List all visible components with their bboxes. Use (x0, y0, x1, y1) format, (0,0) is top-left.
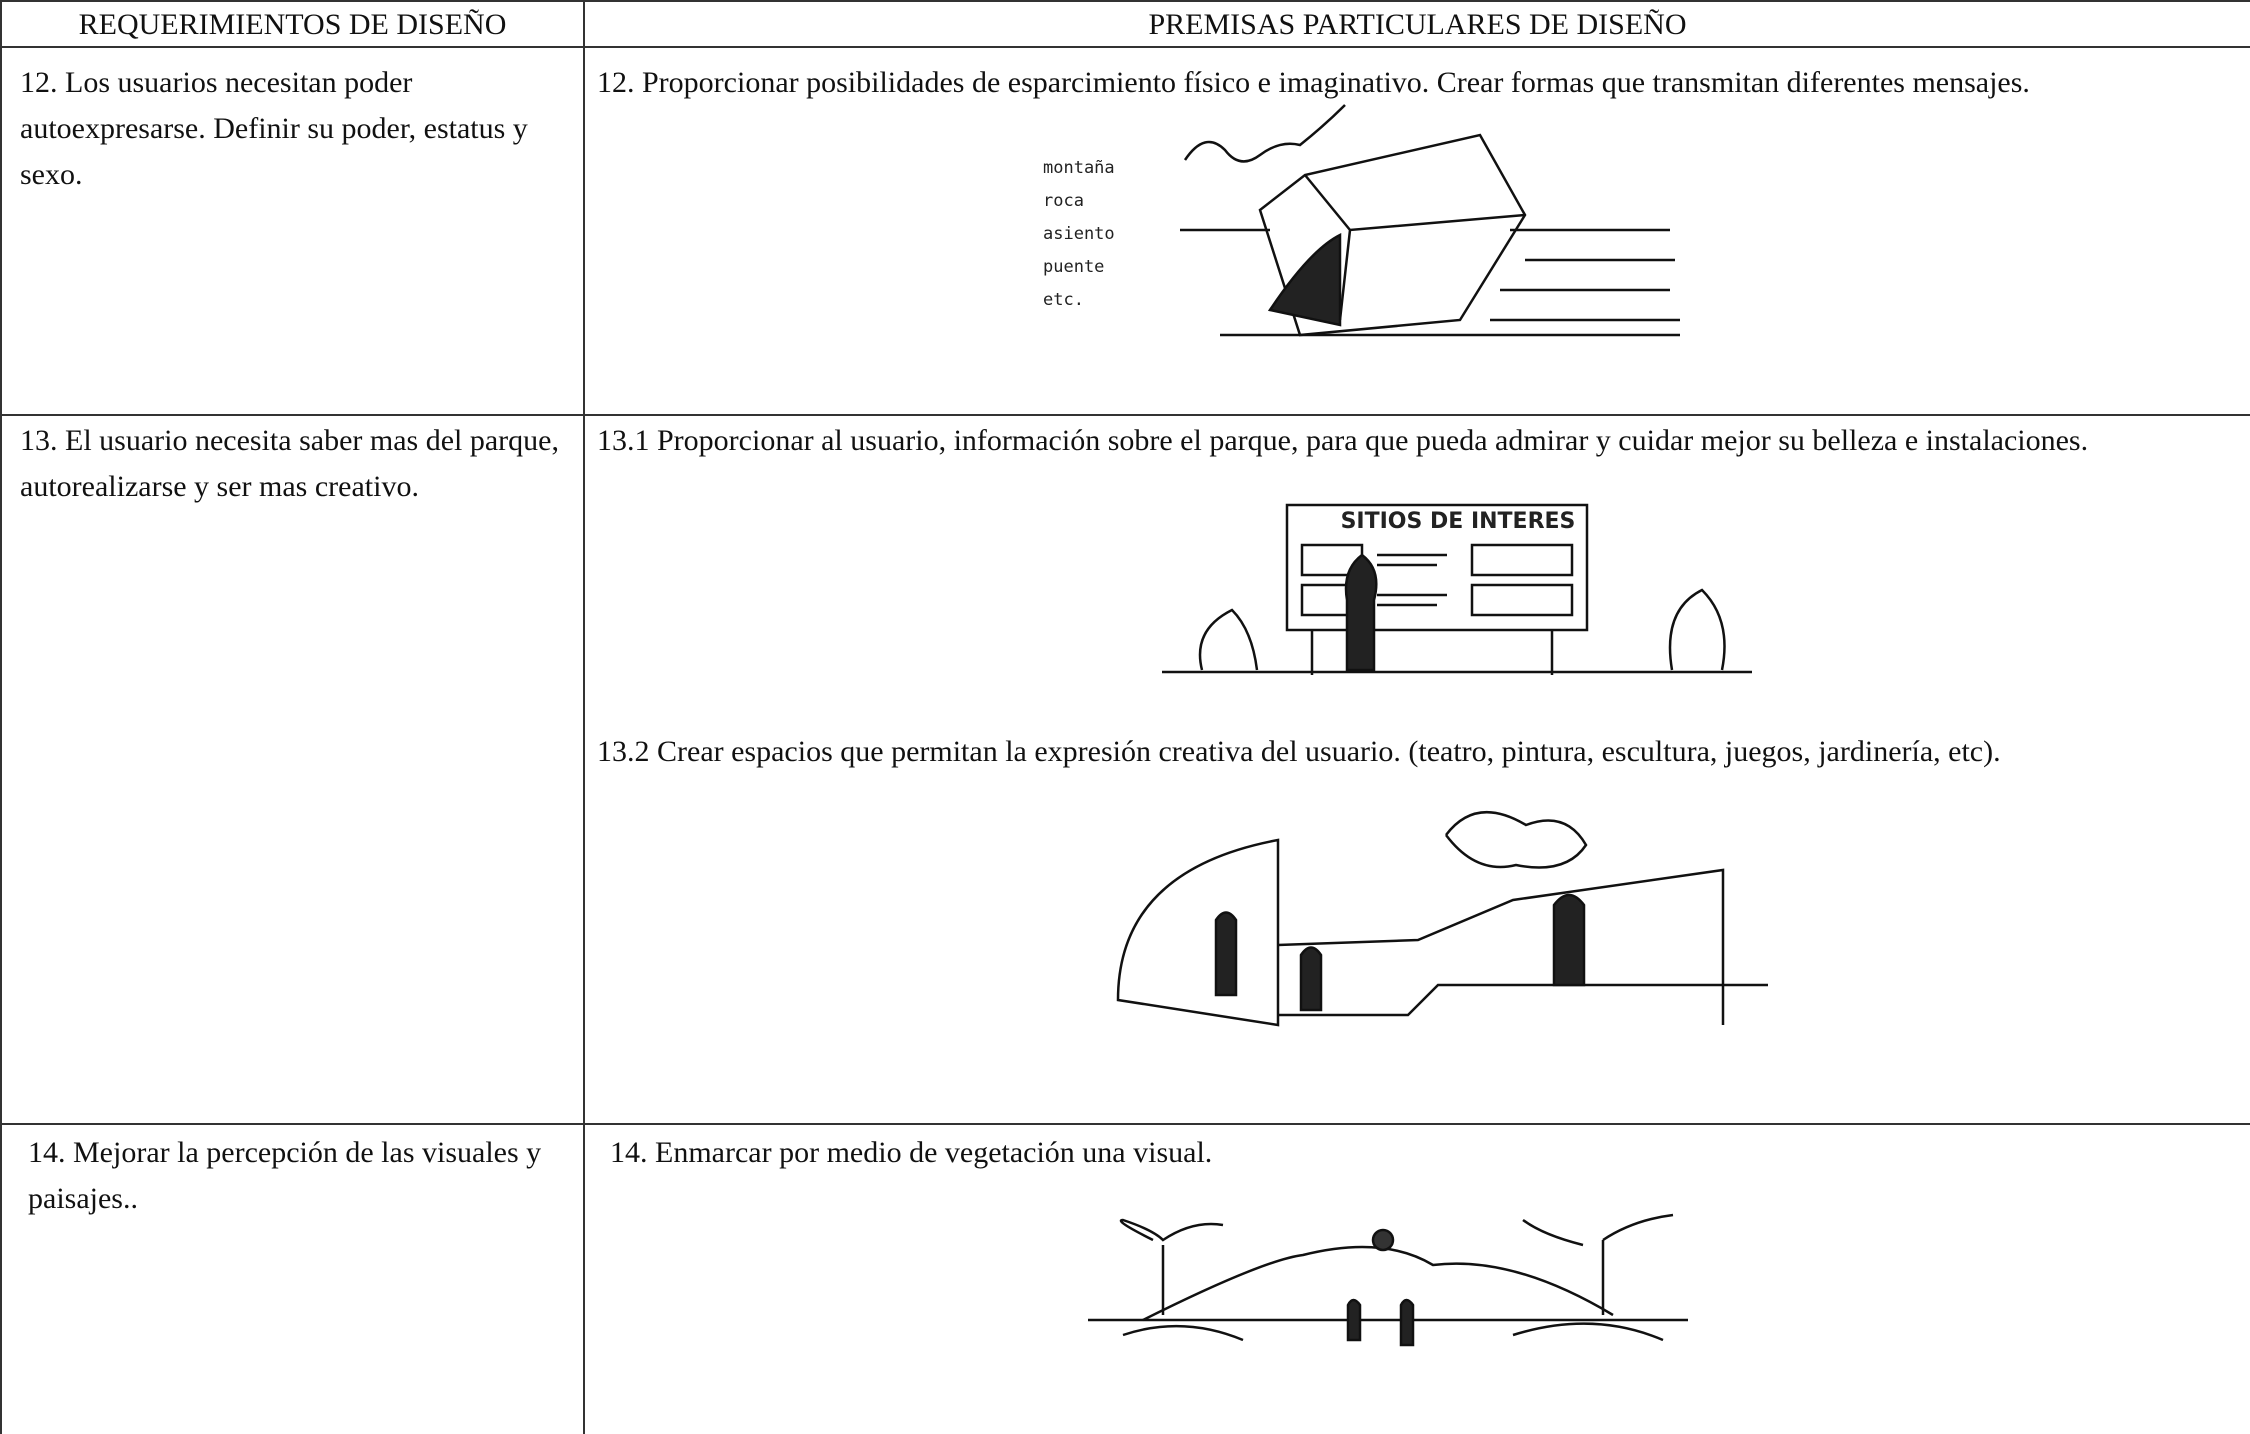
sketch-stroke (1371, 1228, 1395, 1252)
sketch-stroke (1346, 1298, 1415, 1347)
sketch-stroke (1278, 983, 1768, 1017)
sketch-stroke (1304, 174, 1526, 321)
sketch-stroke (1198, 588, 1726, 671)
sketch-label: etc. (1043, 290, 1084, 310)
sketch-stroke (1552, 893, 1586, 987)
sign-sketch (1162, 503, 1752, 675)
column-header: REQUERIMIENTOS DE DISEÑO (78, 8, 507, 41)
rule (0, 0, 2250, 2)
rock-sketch (1180, 104, 1680, 337)
sketch-stroke (1445, 810, 1588, 869)
sketch-stroke (1267, 232, 1342, 327)
premise: 13.1 Proporcionar al usuario, informació… (597, 424, 2089, 457)
sketch-stroke (1470, 543, 1574, 577)
requirement: 13. El usuario necesita saber mas del pa… (20, 424, 559, 503)
landscape-sketch (1088, 1213, 1688, 1347)
sign-label: SITIOS DE INTERES (1340, 509, 1576, 534)
column-header: PREMISAS PARTICULARES DE DISEÑO (1148, 8, 1687, 41)
rule (583, 0, 585, 1434)
sketch-stroke (1344, 553, 1378, 672)
rule (0, 1123, 2250, 1125)
sketch-stroke (1277, 868, 1725, 1025)
sketch-label: asiento (1043, 224, 1115, 244)
sketch-stroke (1183, 104, 1346, 163)
spaces-sketch (1116, 810, 1768, 1027)
rule (0, 414, 2250, 416)
sketch-label: montaña (1043, 158, 1115, 178)
sketch-stroke (1377, 553, 1447, 607)
sketch-stroke (1122, 1322, 1664, 1342)
sketch-stroke (1522, 1213, 1674, 1315)
sketch-stroke (1214, 911, 1238, 997)
rule (0, 46, 2250, 48)
premise: 12. Proporcionar posibilidades de esparc… (597, 66, 2030, 99)
sketch-stroke (1299, 946, 1323, 1012)
requirement: 14. Mejorar la percepción de las visuale… (28, 1136, 542, 1215)
sketch-stroke (1470, 583, 1574, 617)
rule (0, 0, 2, 1434)
sketch-label: puente (1043, 257, 1105, 277)
requirement: 12. Los usuarios necesitan poder autoexp… (20, 66, 528, 191)
sketch-stroke (1142, 1245, 1614, 1322)
sketch-stroke (1180, 228, 1680, 337)
premise: 13.2 Crear espacios que permitan la expr… (597, 735, 2001, 768)
sketch-stroke (1119, 1218, 1224, 1315)
sketch-stroke (1162, 630, 1752, 675)
premise: 14. Enmarcar por medio de vegetación una… (610, 1136, 1213, 1169)
sketch-stroke (1285, 503, 1589, 632)
sketch-label: roca (1043, 191, 1084, 211)
sketch-stroke (1116, 838, 1280, 1027)
